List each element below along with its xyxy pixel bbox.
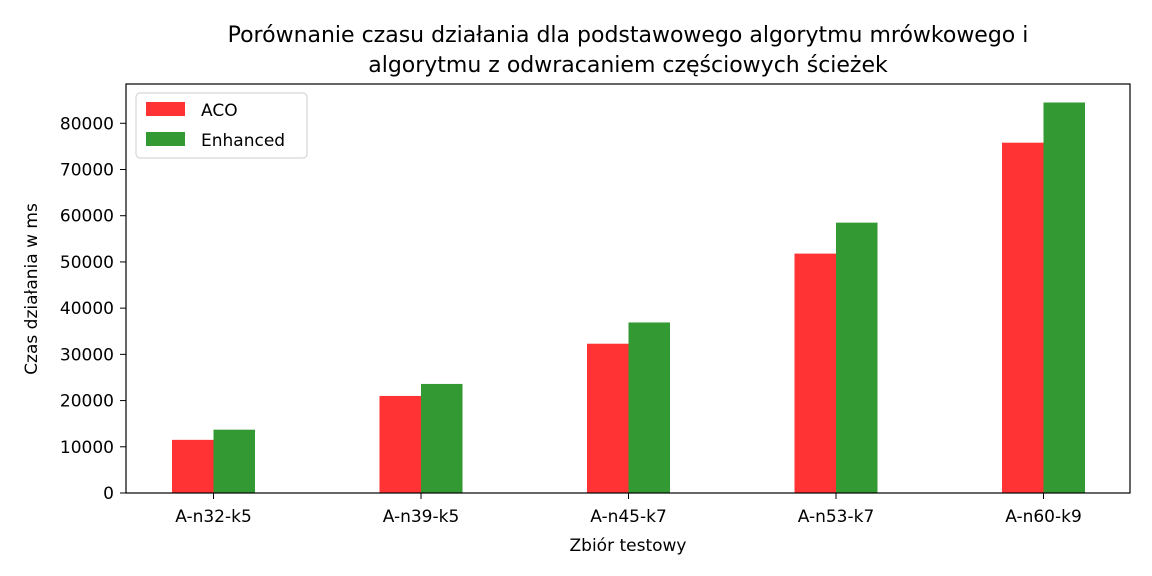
legend: ACO Enhanced [135,92,308,159]
y-tick-label: 10000 [60,438,114,458]
legend-swatch-enhanced [146,132,185,146]
x-tick-label: A-n45-k7 [590,507,667,527]
x-tick-label: A-n39-k5 [383,507,460,527]
y-axis-ticks: 0 10000 20000 30000 40000 50000 60000 70000 8000… [60,114,126,504]
bar-enhanced-a-n39-k5 [421,383,463,493]
bar-enhanced-a-n60-k9 [1043,102,1085,494]
y-tick-label: 50000 [60,253,114,273]
x-tick-label: A-n60-k9 [1005,507,1082,527]
bar-aco-a-n39-k5 [379,395,421,493]
y-axis-label: Czas działania w ms [22,203,42,375]
bar-enhanced-a-n32-k5 [213,429,255,493]
bar-enhanced-a-n45-k7 [628,322,670,493]
y-tick-label: 40000 [60,299,114,319]
y-tick-label: 20000 [60,392,114,412]
y-tick-label: 0 [103,484,114,504]
legend-label-aco: ACO [201,101,238,121]
x-axis-ticks: A-n32-k5 A-n39-k5 A-n45-k7 A-n53-k7 A-n60-k9 [175,493,1082,527]
bar-aco-a-n60-k9 [1002,142,1044,493]
x-axis-label: Zbiór testowy [570,536,687,556]
bar-enhanced-a-n53-k7 [836,222,878,493]
chart-title-line-2: algorytmu z odwracaniem częściowych ście… [368,53,888,78]
bar-aco-a-n32-k5 [172,439,214,493]
plot-area-frame [125,83,1131,494]
legend-label-enhanced: Enhanced [201,131,285,151]
bar-aco-a-n45-k7 [587,343,629,493]
bar-aco-a-n53-k7 [794,253,836,493]
y-tick-label: 30000 [60,345,114,365]
x-tick-label: A-n32-k5 [175,507,252,527]
y-tick-label: 60000 [60,207,114,227]
y-tick-label: 80000 [60,114,114,134]
legend-swatch-aco [146,102,185,116]
x-tick-label: A-n53-k7 [798,507,875,527]
bars-group [172,102,1085,494]
y-tick-label: 70000 [60,160,114,180]
chart-title-line-1: Porównanie czasu działania dla podstawow… [228,23,1029,48]
